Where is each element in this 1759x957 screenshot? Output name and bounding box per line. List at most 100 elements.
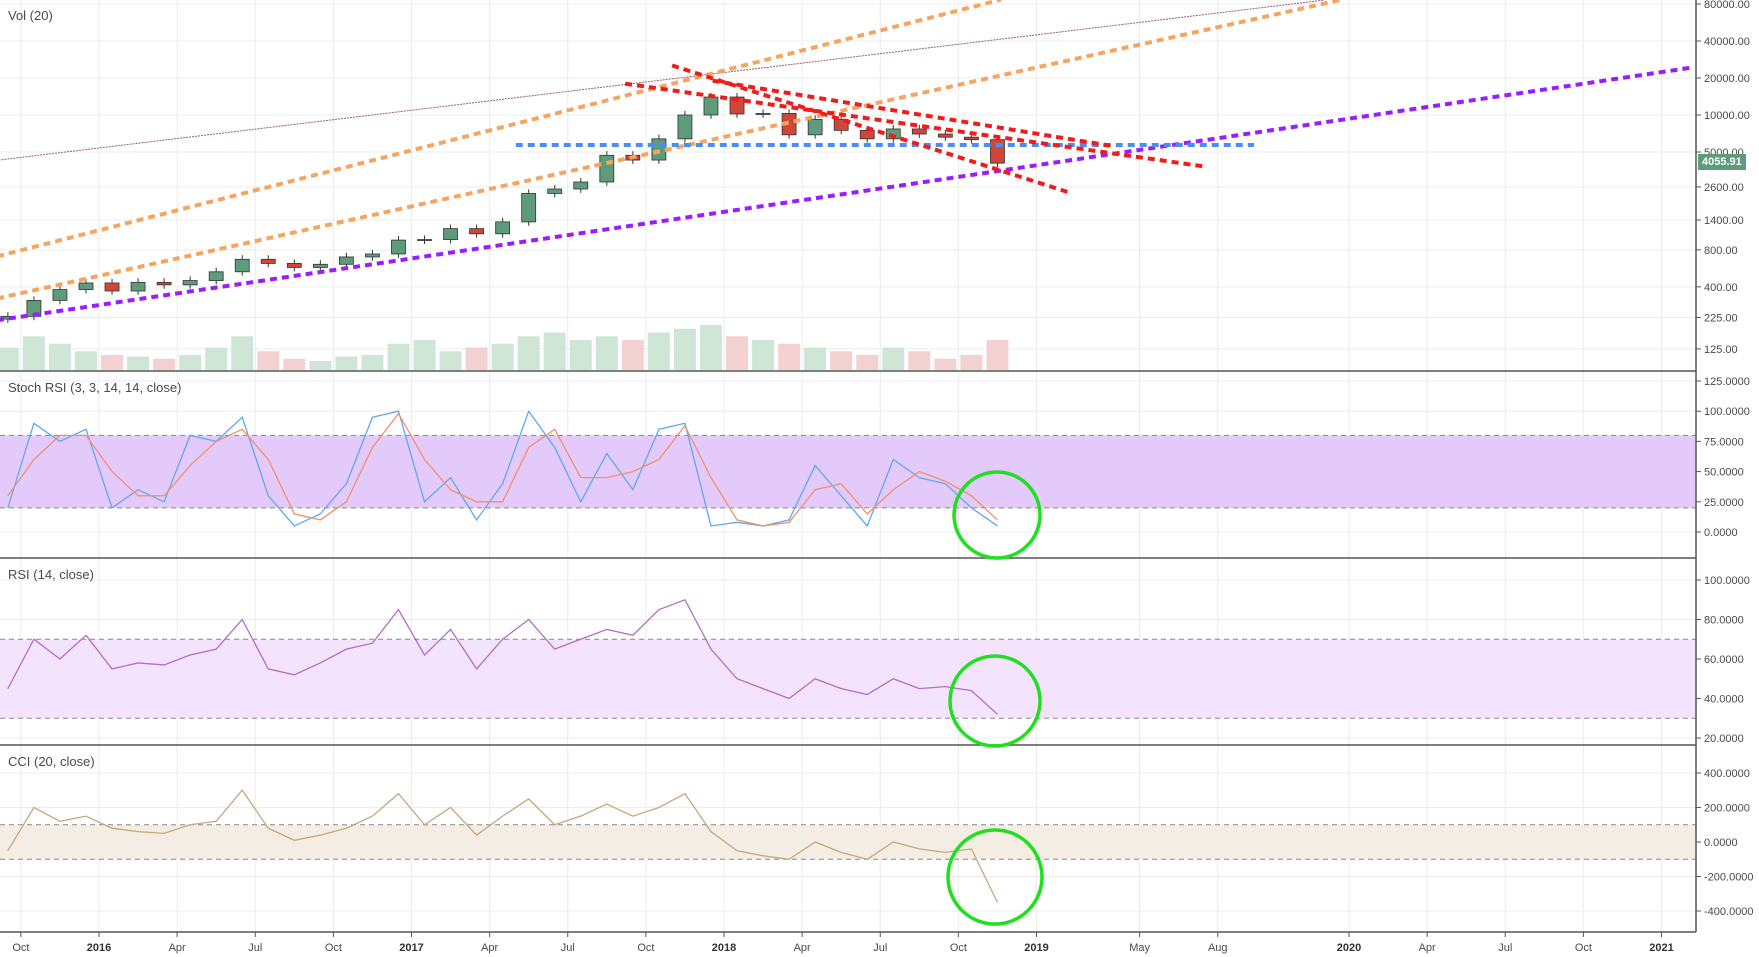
candle-body <box>677 114 693 140</box>
x-tick-label: Aug <box>1208 942 1228 954</box>
volume-bar <box>491 343 514 370</box>
candle-body <box>885 128 901 140</box>
y-tick-label: 60.0000 <box>1704 654 1744 666</box>
highlight-circle <box>946 828 1044 926</box>
volume-bar <box>101 355 124 370</box>
volume-bar <box>960 355 983 370</box>
volume-bar <box>752 340 775 370</box>
volume-bar <box>205 347 228 370</box>
trendline <box>0 0 1002 258</box>
candle-body <box>182 280 198 286</box>
y-tick-label: 1400.00 <box>1704 215 1744 227</box>
y-tick-label: 75.0000 <box>1704 436 1744 448</box>
trendline <box>671 63 1074 196</box>
x-tick-label: 2017 <box>399 942 423 954</box>
candle-body <box>521 193 537 223</box>
volume-bar <box>908 351 931 370</box>
volume-bar <box>804 347 827 370</box>
stoch-band <box>0 435 1696 508</box>
candle-body <box>729 96 745 115</box>
volume-bar <box>257 351 280 370</box>
volume-bar <box>283 358 306 370</box>
x-tick-label: May <box>1129 942 1150 954</box>
volume-bar <box>934 358 957 370</box>
volume-bar <box>517 336 540 370</box>
candle-body <box>417 239 432 241</box>
candle-body <box>312 263 328 268</box>
candle-body <box>573 181 589 190</box>
candle-body <box>286 263 302 268</box>
y-tick-label: 400.00 <box>1704 282 1738 294</box>
volume-bar <box>595 336 618 370</box>
volume-bar <box>335 356 358 370</box>
x-tick-label: Oct <box>325 942 342 954</box>
y-tick-label: 20.0000 <box>1704 733 1744 745</box>
price-pane-label: Vol (20) <box>8 8 53 23</box>
volume-bar <box>153 358 176 370</box>
volume-bar <box>127 356 150 370</box>
volume-bar <box>0 347 19 370</box>
stoch-d-line <box>7 412 998 527</box>
volume-bar <box>361 355 384 370</box>
volume-bar <box>309 361 332 370</box>
x-tick-label: 2020 <box>1337 942 1361 954</box>
y-tick-label: 40000.00 <box>1704 36 1750 48</box>
candle-body <box>365 253 380 258</box>
volume-bar <box>22 336 45 370</box>
volume-bar <box>74 351 97 370</box>
candle-body <box>859 129 875 140</box>
volume-bar <box>699 325 722 370</box>
candle-body <box>495 221 511 235</box>
volume-bar <box>439 351 462 370</box>
candle-body <box>547 188 563 194</box>
volume-bar <box>387 343 410 370</box>
y-tick-label: 20000.00 <box>1704 73 1750 85</box>
y-tick-label: 50.0000 <box>1704 467 1744 479</box>
candle-body <box>937 133 953 138</box>
y-tick-label: -400.0000 <box>1704 906 1754 918</box>
y-tick-label: 125.00 <box>1704 344 1738 356</box>
x-tick-label: 2019 <box>1024 942 1048 954</box>
candle-body <box>104 282 120 292</box>
volume-bar <box>856 355 879 370</box>
y-tick-label: 2600.00 <box>1704 182 1744 194</box>
candle-body <box>755 113 771 115</box>
candle-body <box>703 96 719 116</box>
candle-body <box>469 228 485 235</box>
x-tick-label: Apr <box>1419 942 1436 954</box>
x-tick-label: Oct <box>950 942 967 954</box>
volume-bar <box>569 340 592 370</box>
candle-body <box>911 128 927 135</box>
y-tick-label: 25.0000 <box>1704 497 1744 509</box>
volume-bar <box>48 343 71 370</box>
volume-bar <box>726 336 749 370</box>
x-tick-label: Jul <box>248 942 262 954</box>
x-tick-label: Apr <box>481 942 498 954</box>
highlight-circle <box>948 654 1042 748</box>
x-tick-label: Oct <box>1575 942 1592 954</box>
trendline <box>624 81 1211 170</box>
y-tick-label: 100.0000 <box>1704 575 1750 587</box>
volume-bar <box>621 340 644 370</box>
y-tick-label: -200.0000 <box>1704 872 1754 884</box>
candle-body <box>391 239 406 255</box>
candle-body <box>52 289 68 301</box>
volume-bar <box>830 351 853 370</box>
y-tick-label: 800.00 <box>1704 245 1738 257</box>
x-tick-label: Oct <box>637 942 654 954</box>
candle-body <box>963 136 979 141</box>
candle-body <box>599 154 615 183</box>
x-tick-label: 2016 <box>87 942 111 954</box>
x-tick-label: Jul <box>1498 942 1512 954</box>
candle-body <box>807 119 823 136</box>
candle-body <box>443 228 458 240</box>
y-tick-label: 200.0000 <box>1704 803 1750 815</box>
rsi-label: RSI (14, close) <box>8 567 94 582</box>
trendline <box>0 0 1325 161</box>
x-tick-label: Apr <box>794 942 811 954</box>
y-tick-label: 400.0000 <box>1704 768 1750 780</box>
volume-bar <box>647 332 670 370</box>
y-tick-label: 125.0000 <box>1704 376 1750 388</box>
candle-body <box>338 256 354 265</box>
